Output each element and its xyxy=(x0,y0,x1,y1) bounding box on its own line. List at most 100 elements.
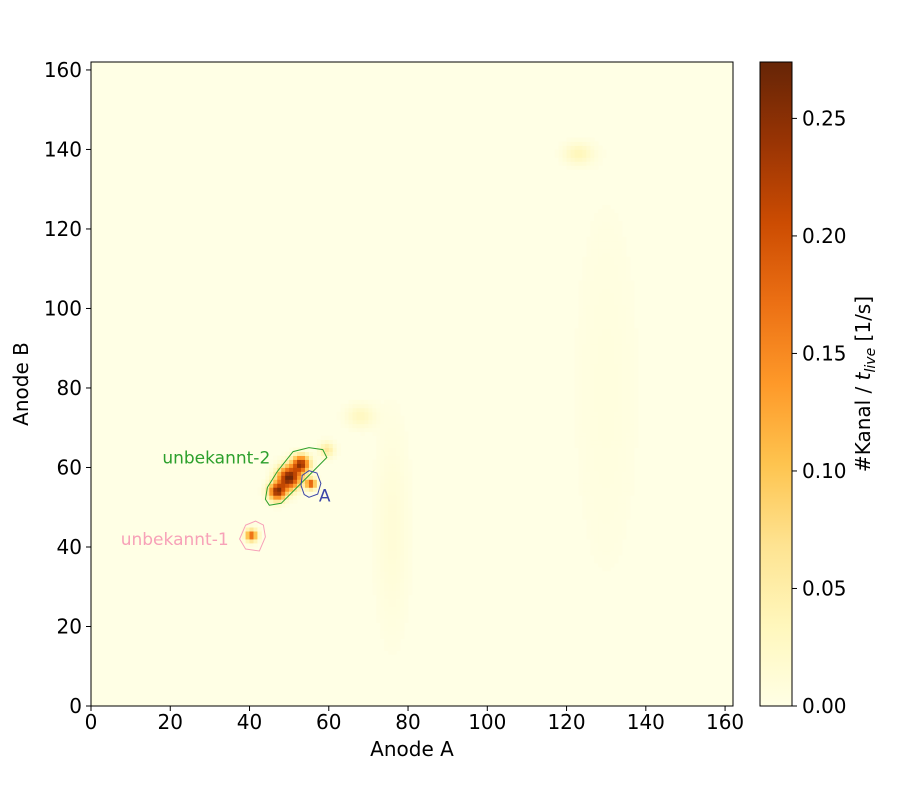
heatmap-cell xyxy=(336,415,342,421)
heatmap-cell xyxy=(308,479,314,484)
heatmap-cell xyxy=(598,515,603,520)
heatmap-cell xyxy=(277,467,282,472)
heatmap-cell xyxy=(408,562,413,568)
heatmap-cell xyxy=(610,439,615,445)
heatmap-cell xyxy=(396,443,401,449)
heatmap-cell xyxy=(582,503,587,508)
heatmap-cell xyxy=(301,483,306,488)
heatmap-cell xyxy=(602,288,607,293)
heatmap-cell xyxy=(392,487,397,492)
heatmap-cell xyxy=(606,264,611,270)
heatmap-cell xyxy=(598,451,603,456)
heatmap-cell xyxy=(380,431,385,437)
heatmap-cell xyxy=(614,483,619,488)
heatmap-cell xyxy=(622,455,627,460)
heatmap-cell xyxy=(622,304,627,309)
heatmap-cell xyxy=(618,224,623,230)
heatmap-cell xyxy=(618,288,623,293)
heatmap-cell xyxy=(574,443,579,449)
heatmap-cell xyxy=(368,411,373,417)
heatmap-cell xyxy=(380,435,385,441)
heatmap-cell xyxy=(602,209,607,214)
heatmap-cell xyxy=(590,248,595,254)
heatmap-cell xyxy=(578,415,583,421)
heatmap-cell xyxy=(594,527,599,532)
heatmap-cell xyxy=(308,459,314,464)
heatmap-cell xyxy=(384,598,389,604)
heatmap-cell xyxy=(633,431,639,437)
heatmap-cell xyxy=(380,459,385,464)
heatmap-cell xyxy=(610,435,615,441)
heatmap-cell xyxy=(404,475,409,480)
heatmap-cell xyxy=(578,372,583,377)
heatmap-cell xyxy=(578,153,583,158)
heatmap-cell xyxy=(396,503,401,508)
heatmap-cell xyxy=(574,137,579,142)
heatmap-cell xyxy=(602,221,607,226)
heatmap-cell xyxy=(626,292,631,297)
heatmap-cell xyxy=(586,451,591,456)
heatmap-cell xyxy=(594,491,599,496)
heatmap-cell xyxy=(372,411,377,417)
heatmap-cell xyxy=(320,439,326,445)
heatmap-cell xyxy=(261,499,266,504)
heatmap-cell xyxy=(388,626,393,631)
heatmap-cell xyxy=(590,495,595,500)
heatmap-cell xyxy=(253,527,258,532)
heatmap-cell xyxy=(380,562,385,568)
heatmap-cell xyxy=(633,443,639,449)
heatmap-cell xyxy=(629,376,635,381)
heatmap-cell xyxy=(578,312,583,317)
colorbar-label-prefix: #Kanal / xyxy=(851,380,875,472)
heatmap-cell xyxy=(396,550,401,556)
heatmap-cell xyxy=(400,511,405,516)
heatmap-cell xyxy=(614,320,619,325)
heatmap-cell xyxy=(380,582,385,588)
heatmap-cell xyxy=(408,487,413,492)
heatmap-cell xyxy=(594,141,599,146)
heatmap-cell xyxy=(594,372,599,377)
heatmap-cell xyxy=(380,487,385,492)
heatmap-cell xyxy=(281,475,286,480)
heatmap-cell xyxy=(606,221,611,226)
heatmap-cell xyxy=(408,495,413,500)
heatmap-cell xyxy=(606,272,611,278)
heatmap-cell xyxy=(586,387,591,393)
heatmap-cell xyxy=(404,471,409,476)
heatmap-cell xyxy=(384,447,389,452)
y-tick-label: 120 xyxy=(44,217,82,241)
heatmap-cell xyxy=(618,447,623,452)
heatmap-cell xyxy=(622,308,627,313)
heatmap-cell xyxy=(598,384,603,389)
heatmap-cell xyxy=(622,332,627,337)
heatmap-cell xyxy=(594,499,599,504)
heatmap-cell xyxy=(388,403,393,409)
heatmap-cell xyxy=(285,479,290,484)
heatmap-cell xyxy=(404,546,409,552)
heatmap-cell xyxy=(574,161,579,166)
heatmap-cell xyxy=(602,336,607,341)
heatmap-cell xyxy=(626,515,631,520)
heatmap-cell xyxy=(582,256,587,262)
heatmap-cell xyxy=(602,264,607,270)
heatmap-cell xyxy=(554,153,560,158)
heatmap-cell xyxy=(602,463,607,468)
heatmap-cell xyxy=(352,423,357,429)
heatmap-cell xyxy=(602,236,607,242)
heatmap-cell xyxy=(400,614,405,619)
heatmap-cell xyxy=(594,550,599,556)
heatmap-cell xyxy=(598,467,603,472)
heatmap-cell xyxy=(590,387,595,393)
heatmap-cell xyxy=(400,606,405,611)
heatmap-cell xyxy=(396,439,401,445)
heatmap-cell xyxy=(388,590,393,596)
heatmap-cell xyxy=(590,284,595,289)
heatmap-cell xyxy=(582,467,587,472)
heatmap-cell xyxy=(392,594,397,600)
heatmap-cell xyxy=(606,232,611,238)
heatmap-cell xyxy=(376,499,381,504)
heatmap-cell xyxy=(396,622,401,627)
heatmap-cell xyxy=(388,598,393,604)
heatmap-cell xyxy=(629,372,635,377)
